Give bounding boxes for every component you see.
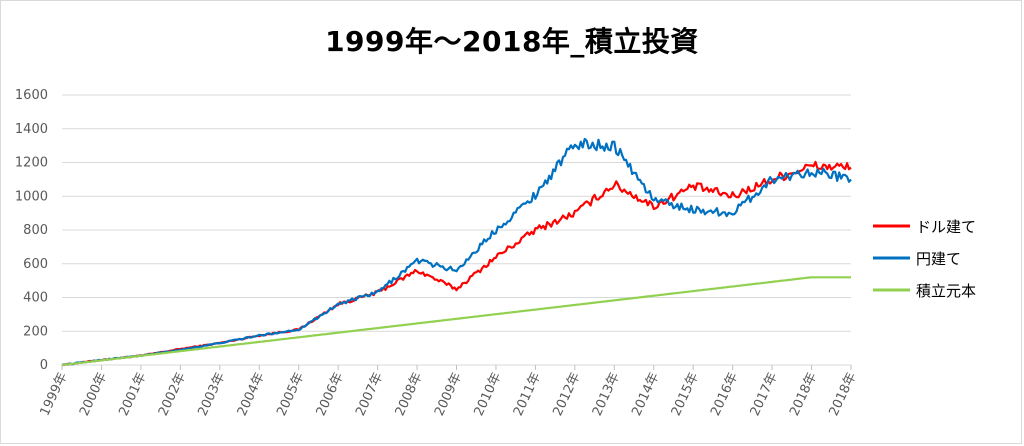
series-lines bbox=[61, 137, 852, 367]
x-tick-label: 2001年 bbox=[116, 370, 149, 418]
y-tick-label: 1000 bbox=[15, 189, 48, 204]
legend-label-1: 円建て bbox=[916, 250, 961, 268]
x-tick-label: 2012年 bbox=[550, 370, 583, 418]
x-tick-label: 2005年 bbox=[274, 370, 307, 418]
y-tick-label: 200 bbox=[23, 324, 48, 339]
y-tick-label: 600 bbox=[23, 257, 48, 272]
x-tick-label: 2004年 bbox=[235, 370, 268, 418]
y-tick-label: 1400 bbox=[15, 122, 48, 137]
x-tick-label: 2003年 bbox=[195, 370, 228, 418]
x-tick-label: 1999年 bbox=[38, 370, 71, 418]
x-tick-label: 2010年 bbox=[472, 370, 505, 418]
x-tick-label: 2002年 bbox=[156, 370, 189, 418]
x-tick-label: 2013年 bbox=[590, 370, 623, 418]
y-tick-label: 800 bbox=[23, 223, 48, 238]
gridlines bbox=[62, 94, 851, 366]
legend-label-0: ドル建て bbox=[916, 218, 976, 236]
series-line-1 bbox=[61, 137, 852, 367]
x-tick-label: 2011年 bbox=[511, 370, 544, 418]
x-tick-label: 2015年 bbox=[669, 370, 702, 418]
chart-title: 1999年～2018年_積立投資 bbox=[325, 25, 699, 58]
x-tick-label: 2016年 bbox=[708, 370, 741, 418]
x-tick-label: 2006年 bbox=[314, 370, 347, 418]
y-tick-label: 1600 bbox=[15, 88, 48, 103]
x-tick-label: 2008年 bbox=[393, 370, 426, 418]
series-line-2 bbox=[61, 276, 851, 367]
y-tick-label: 0 bbox=[40, 358, 48, 373]
x-tick-label: 2014年 bbox=[629, 370, 662, 418]
y-tick-label: 1200 bbox=[15, 156, 48, 171]
legend-label-2: 積立元本 bbox=[916, 282, 976, 300]
x-tick-label: 2000年 bbox=[77, 370, 110, 418]
y-tick-label: 400 bbox=[23, 291, 48, 306]
x-tick-label: 2017年 bbox=[748, 370, 781, 418]
x-axis: 1999年 2000年 2001年 2002年 2003年 2004年 2005年 2006年… bbox=[38, 365, 860, 418]
y-axis: 0 200 400 600 800 1000 1200 1400 1600 bbox=[15, 88, 48, 373]
x-tick-label: 2018年 bbox=[827, 370, 860, 418]
x-tick-label: 2009年 bbox=[432, 370, 465, 418]
x-tick-label: 2018年 bbox=[787, 370, 820, 418]
x-tick-label: 2007年 bbox=[353, 370, 386, 418]
